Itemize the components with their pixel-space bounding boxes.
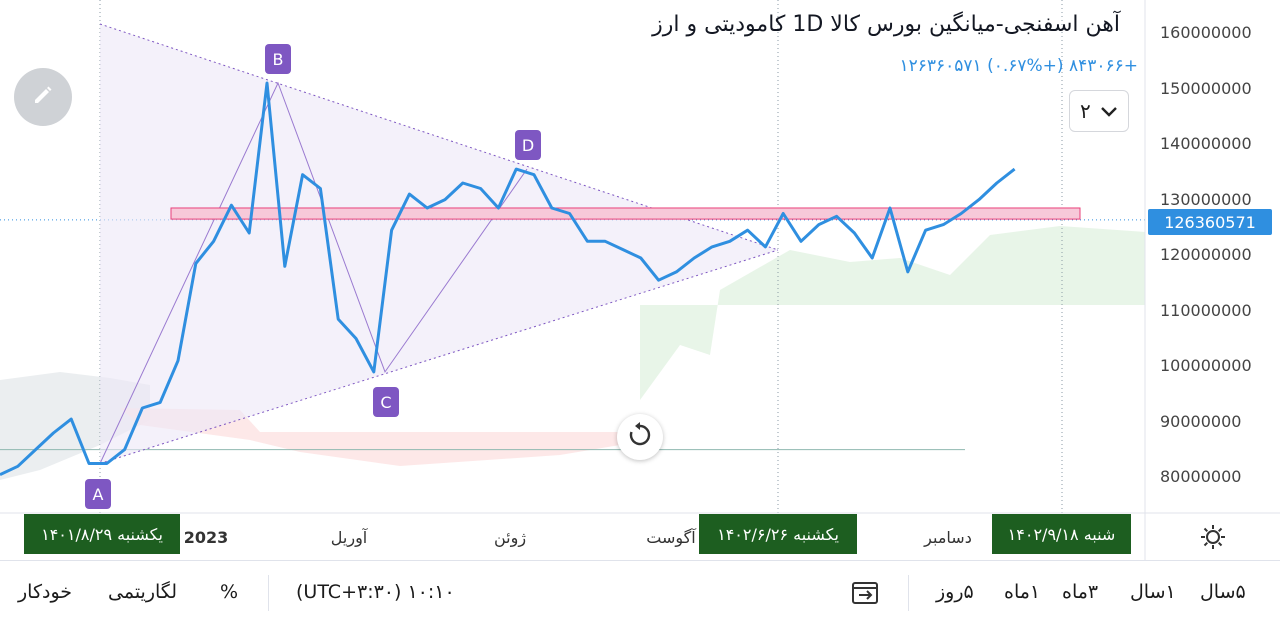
edit-button[interactable] — [14, 68, 72, 126]
settings-button[interactable] — [1198, 522, 1228, 552]
price-line — [0, 81, 1016, 476]
price-series — [0, 81, 1016, 476]
triangle-lower — [99, 249, 779, 464]
divider — [908, 575, 909, 611]
reset-icon — [627, 422, 653, 452]
interval-value: ۲ — [1080, 99, 1091, 123]
timezone-clock[interactable]: (UTC+۳:۳۰) ۱۰:۱۰ — [296, 581, 455, 603]
triangle-fill — [100, 24, 778, 464]
bottom-toolbar: خودکار لگاریتمی % (UTC+۳:۳۰) ۱۰:۱۰ ۵روز … — [0, 560, 1280, 624]
calendar-arrow-icon — [850, 582, 880, 611]
x-label-april: آوریل — [330, 528, 368, 547]
range-5d[interactable]: ۵روز — [936, 581, 974, 603]
range-3m[interactable]: ۳ماه — [1062, 581, 1099, 603]
y-tick-label: 140000000 — [1160, 134, 1252, 154]
date-tag-cursor: یکشنبه ۱۴۰۲/۶/۲۶ — [699, 514, 857, 554]
chevron-down-icon — [1100, 99, 1118, 123]
resistance-rect — [170, 207, 1081, 220]
divider — [268, 575, 269, 611]
log-scale-toggle[interactable]: لگاریتمی — [108, 581, 178, 603]
date-tag-a: یکشنبه ۱۴۰۱/۸/۲۹ — [24, 514, 180, 554]
x-label-2023: 2023 — [183, 528, 229, 547]
reset-chart-button[interactable] — [617, 414, 663, 460]
pattern-label-c: C — [373, 387, 399, 417]
range-1m[interactable]: ۱ماه — [1004, 581, 1041, 603]
x-label-june: ژوئن — [493, 528, 527, 547]
date-range-button[interactable] — [850, 579, 880, 607]
y-tick-label: 80000000 — [1160, 467, 1242, 487]
auto-scale-toggle[interactable]: خودکار — [18, 581, 73, 603]
current-price-tag: 126360571 — [1148, 209, 1272, 235]
x-label-december: دسامبر — [924, 528, 972, 547]
y-tick-label: 100000000 — [1160, 356, 1252, 376]
y-tick-label: 150000000 — [1160, 78, 1252, 98]
y-tick-label: 160000000 — [1160, 23, 1252, 42]
pattern-label-b: B — [265, 44, 291, 74]
interval-dropdown[interactable]: ۲ — [1069, 90, 1129, 132]
y-tick-label: 110000000 — [1160, 300, 1252, 320]
abcd-path — [99, 81, 528, 464]
pattern-label-a: A — [85, 479, 111, 509]
percent-scale-toggle[interactable]: % — [220, 581, 239, 603]
pencil-icon — [31, 83, 55, 111]
x-label-august: آگوست — [646, 528, 696, 547]
gear-icon — [1198, 525, 1228, 556]
chart-title: آهن اسفنجی-میانگین بورس کالا 1D کامودیتی… — [652, 12, 1120, 37]
resistance-band — [170, 207, 1081, 220]
abcd-pattern — [99, 23, 779, 464]
y-tick-label: 90000000 — [1160, 411, 1242, 431]
cloud-green — [640, 226, 1145, 400]
y-tick-label: 120000000 — [1160, 245, 1252, 265]
cloud-red — [120, 408, 620, 466]
y-tick-label: 130000000 — [1160, 189, 1252, 209]
pattern-label-d: D — [515, 130, 541, 160]
range-1y[interactable]: ۱سال — [1130, 581, 1176, 603]
date-tag-end: شنبه ۱۴۰۲/۹/۱۸ — [992, 514, 1131, 554]
price-chart[interactable] — [0, 0, 1280, 560]
price-change: +۸۴۳۰۶۶ (+۰.۶۷%) ۱۲۶۳۶۰۵۷۱ — [899, 56, 1138, 76]
range-5y[interactable]: ۵سال — [1200, 581, 1246, 603]
